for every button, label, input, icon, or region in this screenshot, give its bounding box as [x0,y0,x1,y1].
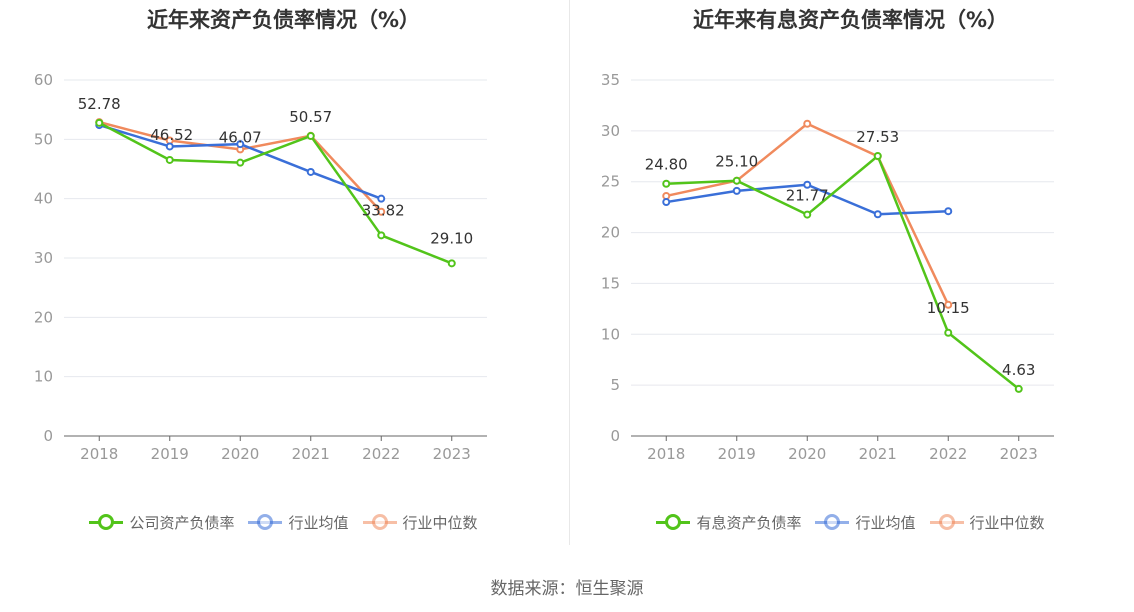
data-point [1014,384,1023,393]
data-point [873,151,882,160]
data-point [803,210,812,219]
legend: 有息资产负债率 行业均值 行业中位数 [567,510,1134,534]
y-tick-label: 30 [34,249,53,267]
x-tick-label: 2020 [221,445,259,463]
legend-label: 有息资产负债率 [696,513,802,532]
data-point [662,198,671,207]
y-tick-label: 15 [601,274,620,292]
y-tick-label: 25 [601,173,620,191]
data-label: 52.78 [78,95,121,113]
data-point [732,186,741,195]
data-point [306,167,315,176]
y-tick-label: 60 [34,71,53,89]
x-tick-label: 2019 [718,445,756,463]
legend-line-circle-icon [362,514,397,530]
series-line [666,154,1020,390]
y-tick-label: 40 [34,190,53,208]
data-point [165,155,174,164]
x-tick-label: 2023 [1000,445,1038,463]
legend: 公司资产负债率 行业均值 行业中位数 [0,510,567,534]
legend-line-circle-icon [815,514,850,530]
data-source-note: 数据来源：恒生聚源 [490,579,644,599]
y-tick-label: 30 [601,122,620,140]
y-tick-label: 5 [610,376,620,394]
y-tick-label: 50 [34,130,53,148]
y-tick-label: 20 [34,308,53,326]
legend-label: 行业均值 [288,513,349,532]
data-label: 4.63 [1002,361,1035,379]
x-tick-label: 2020 [788,445,826,463]
legend-item-industry-mean[interactable]: 行业均值 [815,512,916,533]
legend-label: 公司资产负债率 [129,513,235,532]
panel-divider [569,0,570,545]
x-tick-label: 2021 [292,445,330,463]
x-tick-label: 2021 [859,445,897,463]
legend-label: 行业中位数 [402,513,478,532]
y-tick-label: 10 [601,325,620,343]
plot-area: 0 10 20 30 40 50 60 2018 2019 2020 2021 2022 2023 52.… [34,71,487,463]
data-label: 46.07 [219,129,262,147]
legend-item-industry-median[interactable]: 行业中位数 [362,512,478,533]
chart-panel-debt-ratio: 近年来资产负债率情况（%） 0 10 20 30 40 50 60 2018 2019 2020 2… [0,0,567,545]
x-tick-label: 2018 [80,445,118,463]
plot-area: 0 5 10 15 20 25 30 35 2018 2019 2020 2021 2022 2023 24… [601,71,1054,463]
x-tick-label: 2022 [929,445,967,463]
data-point [447,259,456,268]
data-point [236,158,245,167]
data-label: 24.80 [645,156,688,174]
y-tick-label: 10 [34,368,53,386]
data-label: 25.10 [715,153,758,171]
data-point [873,210,882,219]
data-point [944,328,953,337]
x-tick-label: 2022 [362,445,400,463]
legend-line-circle-icon [929,514,964,530]
data-point [165,142,174,151]
y-tick-label: 0 [43,427,53,445]
y-tick-label: 0 [610,427,620,445]
data-label: 27.53 [856,128,899,146]
legend-item-company[interactable]: 有息资产负债率 [656,512,801,533]
data-point [944,300,953,309]
y-tick-label: 35 [601,71,620,89]
data-point [944,207,953,216]
legend-label: 行业中位数 [969,513,1045,532]
legend-label: 行业均值 [855,513,916,532]
legend-line-circle-icon [656,514,691,530]
x-tick-label: 2019 [151,445,189,463]
legend-item-industry-median[interactable]: 行业中位数 [929,512,1045,533]
chart-panel-interest-bearing-debt-ratio: 近年来有息资产负债率情况（%） 0 5 10 15 20 25 30 35 2018 2019 20… [567,0,1134,545]
data-point [306,131,315,140]
legend-line-circle-icon [248,514,283,530]
data-point [803,180,812,189]
data-label: 46.52 [150,126,193,144]
legend-item-company[interactable]: 公司资产负债率 [89,512,234,533]
data-point [95,118,104,127]
data-label: 29.10 [430,229,473,247]
x-tick-label: 2018 [647,445,685,463]
chart-title: 近年来资产负债率情况（%） [146,8,421,32]
data-point [662,191,671,200]
legend-item-industry-mean[interactable]: 行业均值 [248,512,349,533]
data-point [377,207,386,216]
data-point [236,140,245,149]
data-label: 33.82 [362,201,405,219]
series-line [98,121,453,265]
legend-line-circle-icon [89,514,124,530]
data-point [662,179,671,188]
chart-title: 近年来有息资产负债率情况（%） [692,8,1009,32]
data-point [377,231,386,240]
data-point [803,119,812,128]
data-label: 50.57 [289,108,332,126]
data-label: 10.15 [927,299,970,317]
y-tick-label: 20 [601,224,620,242]
data-point [732,176,741,185]
data-point [377,194,386,203]
x-tick-label: 2023 [433,445,471,463]
data-label: 21.77 [786,187,829,205]
